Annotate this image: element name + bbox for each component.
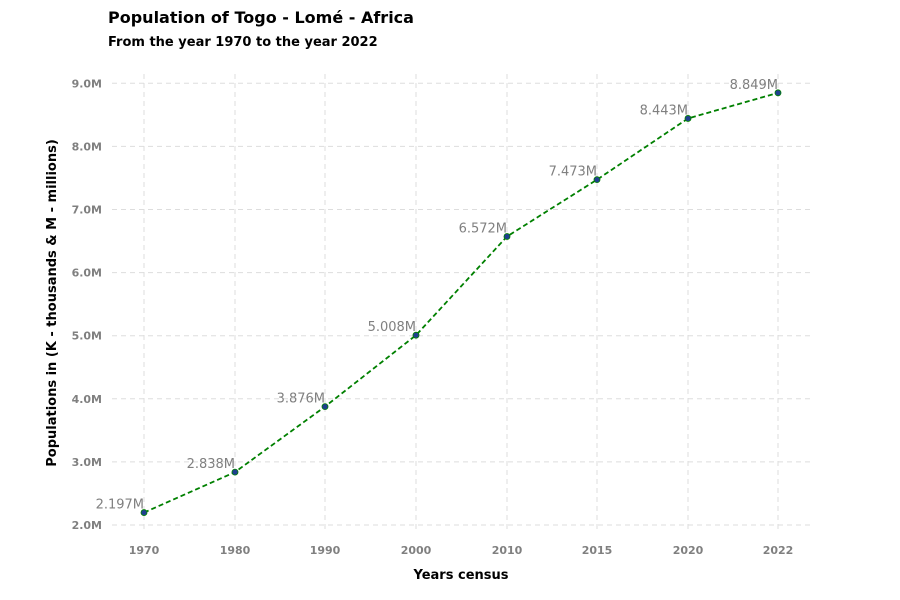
data-point: [503, 233, 511, 240]
data-label: 7.473M: [549, 165, 597, 180]
x-tick-label: 1970: [129, 544, 160, 557]
tick-layer: 2.0M 3.0M 4.0M 5.0M 6.0M 7.0M 8.0M 9.0M 1970 1980…: [72, 77, 794, 557]
x-tick-label: 1990: [310, 544, 341, 557]
data-point: [231, 468, 239, 476]
data-label: 6.572M: [459, 222, 507, 237]
y-tick-label: 7.0M: [72, 204, 102, 217]
y-tick-label: 5.0M: [72, 330, 102, 343]
y-tick-label: 4.0M: [72, 393, 102, 406]
chart-title: Population of Togo - Lomé - Africa: [108, 8, 414, 27]
data-label: 8.849M: [730, 78, 778, 93]
y-tick-label: 8.0M: [72, 140, 102, 153]
chart-subtitle: From the year 1970 to the year 2022: [108, 35, 378, 50]
y-tick-label: 9.0M: [72, 77, 102, 90]
data-point: [321, 403, 329, 411]
data-label: 2.838M: [187, 457, 235, 472]
x-tick-label: 2000: [401, 544, 432, 557]
data-label-layer: 2.197M 2.838M 3.876M 5.008M 6.572M 7.473M 8.44…: [96, 78, 778, 513]
series-line: [143, 91, 779, 514]
data-label: 8.443M: [640, 103, 688, 118]
data-point: [412, 331, 420, 339]
data-point: [774, 89, 782, 97]
y-tick-label: 3.0M: [72, 456, 102, 469]
x-tick-label: 2022: [763, 544, 794, 557]
data-point: [684, 115, 692, 122]
y-tick-label: 6.0M: [72, 267, 102, 280]
x-tick-label: 2020: [673, 544, 704, 557]
x-tick-label: 2015: [582, 544, 613, 557]
data-point: [140, 509, 148, 516]
x-axis-title: Years census: [413, 568, 509, 583]
grid-layer: [112, 74, 810, 532]
y-tick-label: 2.0M: [72, 519, 102, 532]
y-axis-title: Populations in (K - thousands & M - mill…: [45, 139, 60, 467]
data-label: 2.197M: [96, 498, 144, 513]
data-label: 5.008M: [368, 320, 416, 335]
x-tick-label: 1980: [220, 544, 251, 557]
data-point: [593, 176, 601, 184]
x-tick-label: 2010: [492, 544, 523, 557]
series-layer: [140, 89, 782, 516]
data-label: 3.876M: [277, 392, 325, 407]
